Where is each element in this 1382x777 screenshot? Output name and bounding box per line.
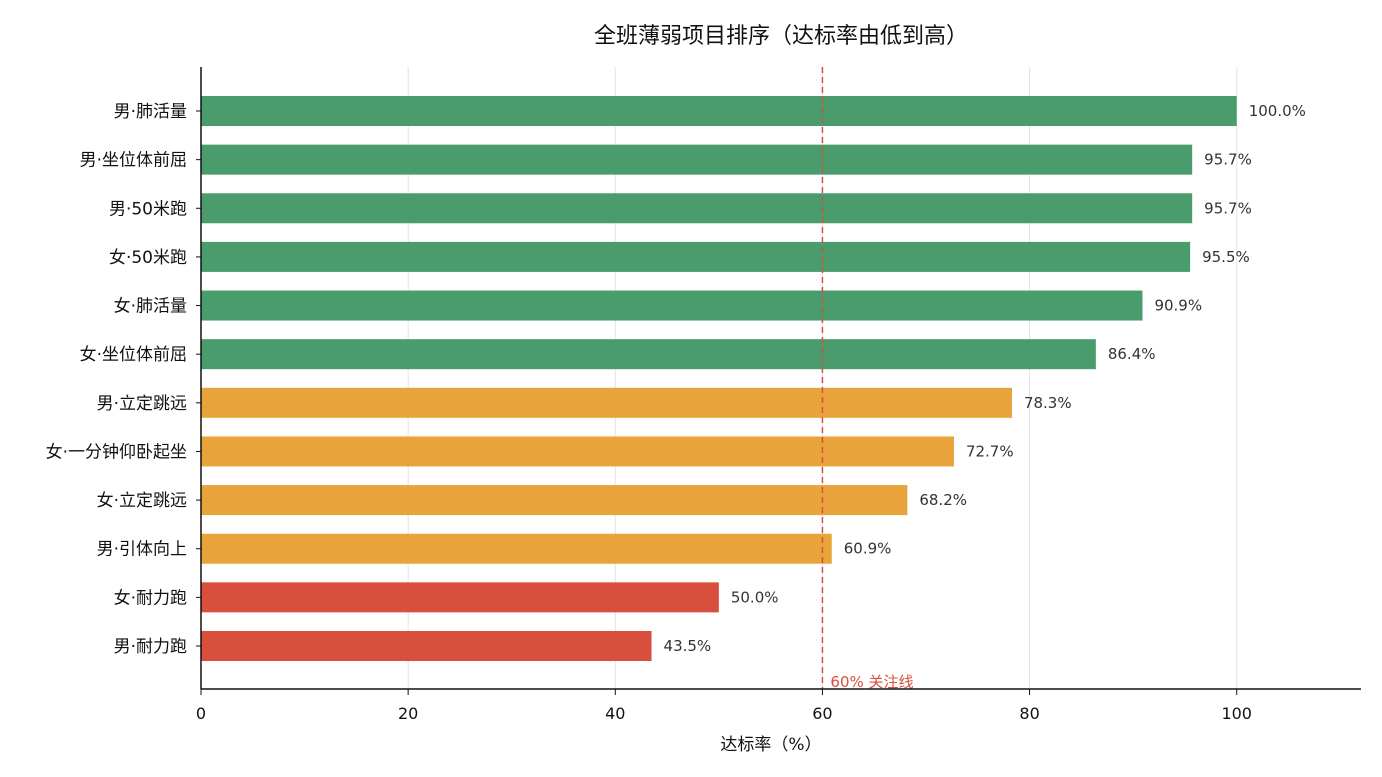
category-label: 女·肺活量 [114,297,187,317]
bar [201,241,1191,272]
bar [201,193,1193,224]
category-label: 女·坐位体前屈 [80,345,187,365]
data-label: 50.0% [731,588,779,606]
data-label: 95.7% [1204,151,1252,169]
x-tick-label: 100 [1221,704,1252,723]
bar [201,290,1143,321]
reference-line-group: 60% 关注线 [821,67,914,691]
bar [201,96,1237,126]
chart-title: 全班薄弱项目排序（达标率由低到高） [594,24,968,49]
data-label: 86.4% [1108,345,1156,363]
data-label: 72.7% [966,442,1014,460]
bars: 男·肺活量 100.0% 男·坐位体前屈 95.7% 男·50米跑 95.7% 女·50米跑… [46,96,1306,661]
bar [201,387,1012,418]
x-axis-label: 达标率（%） [720,735,821,755]
bar [201,436,954,467]
category-label: 男·肺活量 [114,102,187,122]
x-tick-label: 60 [812,704,832,723]
category-label: 女·耐力跑 [114,588,187,608]
data-label: 60.9% [844,540,892,558]
data-label: 78.3% [1024,394,1072,412]
bar [201,485,908,516]
data-label: 95.7% [1204,199,1252,217]
data-label: 43.5% [664,637,712,655]
data-label: 100.0% [1249,102,1306,120]
data-label: 95.5% [1202,248,1250,266]
x-tick-label: 40 [605,704,625,723]
data-label: 90.9% [1154,297,1202,315]
category-label: 男·引体向上 [97,540,187,560]
x-tick-label: 0 [196,704,206,723]
category-label: 男·立定跳远 [97,394,187,414]
reference-line-label: 60% 关注线 [830,673,913,691]
data-label: 68.2% [919,491,967,509]
bar [201,582,719,613]
category-label: 男·50米跑 [109,199,187,219]
category-label: 女·50米跑 [109,248,187,268]
category-label: 男·坐位体前屈 [80,151,187,171]
x-tick-label: 20 [398,704,418,723]
category-label: 男·耐力跑 [114,637,187,657]
axes: 0 20 40 60 80 100 [196,67,1361,723]
x-tick-label: 80 [1019,704,1039,723]
bar [201,631,652,661]
bar [201,144,1193,175]
bar [201,339,1096,370]
bar [201,533,832,564]
category-label: 女·一分钟仰卧起坐 [46,442,187,462]
category-label: 女·立定跳远 [97,491,187,511]
